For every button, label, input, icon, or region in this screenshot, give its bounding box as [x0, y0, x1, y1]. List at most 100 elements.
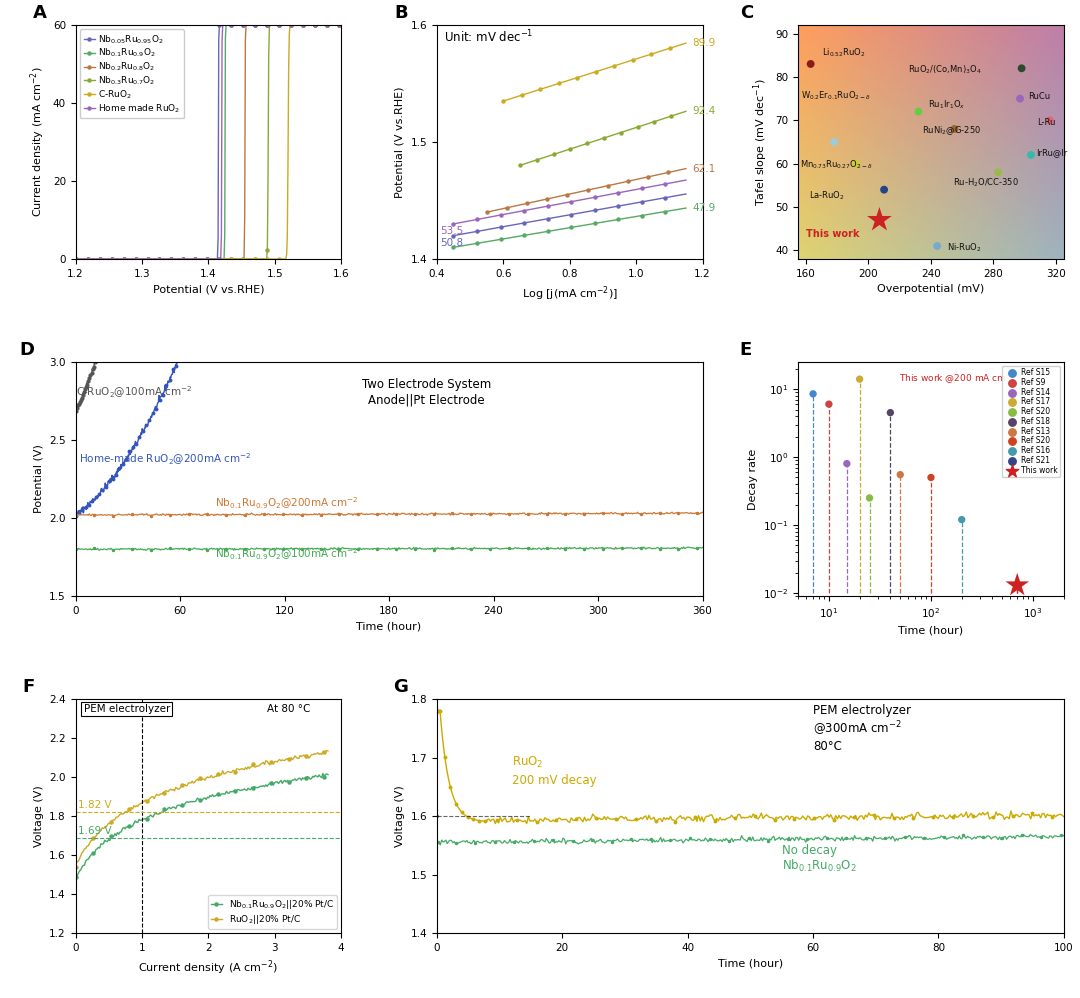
Text: Ru-H$_2$O/CC-350: Ru-H$_2$O/CC-350 [953, 177, 1018, 189]
C-RuO$_2$ [69, 253, 82, 265]
Legend: Nb$_{0.1}$Ru$_{0.9}$O$_2$||20% Pt/C, RuO$_2$||20% Pt/C: Nb$_{0.1}$Ru$_{0.9}$O$_2$||20% Pt/C, RuO… [208, 895, 337, 928]
Text: 47.9: 47.9 [692, 203, 716, 213]
Text: Nb$_{0.1}$Ru$_{0.9}$O$_2$@100mA cm$^{-2}$: Nb$_{0.1}$Ru$_{0.9}$O$_2$@100mA cm$^{-2}… [215, 546, 359, 562]
Nb$_{0.1}$Ru$_{0.9}$O$_2$||20% Pt/C [300, 771, 313, 783]
Nb$_{0.1}$Ru$_{0.9}$O$_2$ [224, 19, 237, 31]
C-RuO$_2$ [335, 19, 348, 31]
Nb$_{0.05}$Ru$_{0.95}$O$_2$ [217, 19, 230, 31]
Nb$_{0.3}$Ru$_{0.7}$O$_2$ [237, 253, 249, 265]
Y-axis label: Voltage (V): Voltage (V) [395, 785, 405, 847]
Line: Nb$_{0.2}$Ru$_{0.8}$O$_2$: Nb$_{0.2}$Ru$_{0.8}$O$_2$ [75, 23, 342, 260]
Point [909, 104, 927, 120]
Legend: Nb$_{0.05}$Ru$_{0.95}$O$_2$, Nb$_{0.1}$Ru$_{0.9}$O$_2$, Nb$_{0.2}$Ru$_{0.8}$O$_2: Nb$_{0.05}$Ru$_{0.95}$O$_2$, Nb$_{0.1}$R… [80, 30, 185, 119]
Text: C-RuO$_2$@100mA cm$^{-2}$: C-RuO$_2$@100mA cm$^{-2}$ [77, 384, 193, 400]
Text: 62.1: 62.1 [692, 164, 716, 174]
Text: RuO$_2$: RuO$_2$ [512, 755, 543, 770]
Nb$_{0.1}$Ru$_{0.9}$O$_2$ [69, 253, 82, 265]
Point [1009, 577, 1026, 593]
Nb$_{0.1}$Ru$_{0.9}$O$_2$||20% Pt/C [136, 813, 149, 825]
Point [892, 467, 909, 483]
Line: RuO$_2$||20% Pt/C: RuO$_2$||20% Pt/C [75, 749, 329, 868]
Line: Nb$_{0.1}$Ru$_{0.9}$O$_2$: Nb$_{0.1}$Ru$_{0.9}$O$_2$ [75, 23, 342, 260]
Text: 92.4: 92.4 [692, 107, 716, 117]
Text: Home-made RuO$_2$@200mA cm$^{-2}$: Home-made RuO$_2$@200mA cm$^{-2}$ [79, 452, 252, 467]
Nb$_{0.2}$Ru$_{0.8}$O$_2$ [262, 19, 275, 31]
C-RuO$_2$ [174, 253, 187, 265]
RuO$_2$||20% Pt/C [322, 745, 335, 756]
Nb$_{0.05}$Ru$_{0.95}$O$_2$ [237, 19, 249, 31]
Nb$_{0.2}$Ru$_{0.8}$O$_2$ [261, 19, 274, 31]
Y-axis label: Current density (mA cm$^{-2}$): Current density (mA cm$^{-2}$) [28, 67, 48, 218]
Point [1011, 91, 1028, 107]
Nb$_{0.05}$Ru$_{0.95}$O$_2$ [261, 19, 274, 31]
Nb$_{0.1}$Ru$_{0.9}$O$_2$ [335, 19, 348, 31]
Text: 53.5: 53.5 [441, 227, 463, 237]
Point [802, 56, 820, 72]
Point [876, 182, 893, 198]
Point [825, 134, 842, 150]
Text: Ni-RuO$_2$: Ni-RuO$_2$ [946, 242, 982, 253]
Y-axis label: Voltage (V): Voltage (V) [33, 785, 43, 847]
Line: Nb$_{0.05}$Ru$_{0.95}$O$_2$: Nb$_{0.05}$Ru$_{0.95}$O$_2$ [75, 23, 342, 260]
Text: RuO$_2$/(Co,Mn)$_3$O$_4$: RuO$_2$/(Co,Mn)$_3$O$_4$ [907, 64, 981, 76]
Point [953, 512, 970, 528]
Nb$_{0.1}$Ru$_{0.9}$O$_2$||20% Pt/C [316, 767, 329, 779]
RuO$_2$||20% Pt/C [300, 749, 313, 761]
Text: RuCu: RuCu [1028, 92, 1050, 101]
Nb$_{0.05}$Ru$_{0.95}$O$_2$ [102, 253, 114, 265]
Nb$_{0.1}$Ru$_{0.9}$O$_2$||20% Pt/C [322, 768, 335, 780]
C-RuO$_2$ [296, 19, 309, 31]
Text: At 80 °C: At 80 °C [267, 704, 310, 714]
Text: IrRu@Ir: IrRu@Ir [1036, 148, 1067, 157]
Nb$_{0.2}$Ru$_{0.8}$O$_2$ [335, 19, 348, 31]
Text: PEM electrolyzer
@300mA cm$^{-2}$
80°C: PEM electrolyzer @300mA cm$^{-2}$ 80°C [813, 704, 912, 753]
Home made RuO$_2$ [335, 19, 348, 31]
Nb$_{0.2}$Ru$_{0.8}$O$_2$ [69, 253, 82, 265]
Point [861, 490, 878, 506]
Text: RuNi$_2$@G-250: RuNi$_2$@G-250 [921, 125, 981, 137]
Nb$_{0.05}$Ru$_{0.95}$O$_2$ [262, 19, 275, 31]
Point [929, 239, 946, 254]
Point [1009, 577, 1026, 593]
Home made RuO$_2$ [221, 19, 234, 31]
X-axis label: Time (hour): Time (hour) [718, 958, 783, 968]
Nb$_{0.1}$Ru$_{0.9}$O$_2$ [261, 19, 274, 31]
Nb$_{0.1}$Ru$_{0.9}$O$_2$ [262, 19, 275, 31]
Nb$_{0.1}$Ru$_{0.9}$O$_2$ [174, 253, 187, 265]
Point [870, 212, 888, 228]
C-RuO$_2$ [102, 253, 114, 265]
Text: La-RuO$_2$: La-RuO$_2$ [809, 190, 845, 202]
Nb$_{0.3}$Ru$_{0.7}$O$_2$ [262, 52, 275, 64]
Text: B: B [394, 4, 408, 22]
C-RuO$_2$ [156, 253, 168, 265]
Text: F: F [23, 678, 35, 696]
Text: This work @200 mA cm$^{-2}$: This work @200 mA cm$^{-2}$ [900, 371, 1016, 385]
Nb$_{0.1}$Ru$_{0.9}$O$_2$||20% Pt/C [69, 871, 82, 883]
RuO$_2$||20% Pt/C [84, 834, 97, 846]
RuO$_2$||20% Pt/C [136, 795, 149, 807]
Nb$_{0.05}$Ru$_{0.95}$O$_2$ [174, 253, 187, 265]
RuO$_2$||20% Pt/C [116, 808, 129, 820]
Nb$_{0.3}$Ru$_{0.7}$O$_2$ [335, 19, 348, 31]
Home made RuO$_2$ [156, 253, 168, 265]
Text: Mn$_{0.73}$Ru$_{0.27}$O$_{2-δ}$: Mn$_{0.73}$Ru$_{0.27}$O$_{2-δ}$ [799, 159, 873, 172]
Nb$_{0.1}$Ru$_{0.9}$O$_2$ [102, 253, 114, 265]
Text: A: A [33, 4, 46, 22]
X-axis label: Potential (V vs.RHE): Potential (V vs.RHE) [152, 284, 265, 294]
Point [881, 404, 899, 420]
RuO$_2$||20% Pt/C [320, 745, 333, 756]
Home made RuO$_2$ [262, 19, 275, 31]
Text: Li$_{0.52}$RuO$_2$: Li$_{0.52}$RuO$_2$ [822, 46, 865, 59]
Nb$_{0.1}$Ru$_{0.9}$O$_2$||20% Pt/C [309, 769, 322, 781]
Y-axis label: Tafel slope (mV dec$^{-1}$): Tafel slope (mV dec$^{-1}$) [752, 78, 770, 206]
Text: 89.9: 89.9 [692, 38, 716, 48]
Point [805, 386, 822, 402]
Text: Ru$_1$Ir$_1$O$_x$: Ru$_1$Ir$_1$O$_x$ [928, 99, 966, 111]
Nb$_{0.1}$Ru$_{0.9}$O$_2$ [237, 19, 249, 31]
Nb$_{0.05}$Ru$_{0.95}$O$_2$ [69, 253, 82, 265]
RuO$_2$||20% Pt/C [309, 748, 322, 760]
Home made RuO$_2$ [174, 253, 187, 265]
Text: 1.82 V: 1.82 V [78, 800, 111, 810]
Nb$_{0.3}$Ru$_{0.7}$O$_2$ [156, 253, 168, 265]
Point [1023, 147, 1040, 163]
